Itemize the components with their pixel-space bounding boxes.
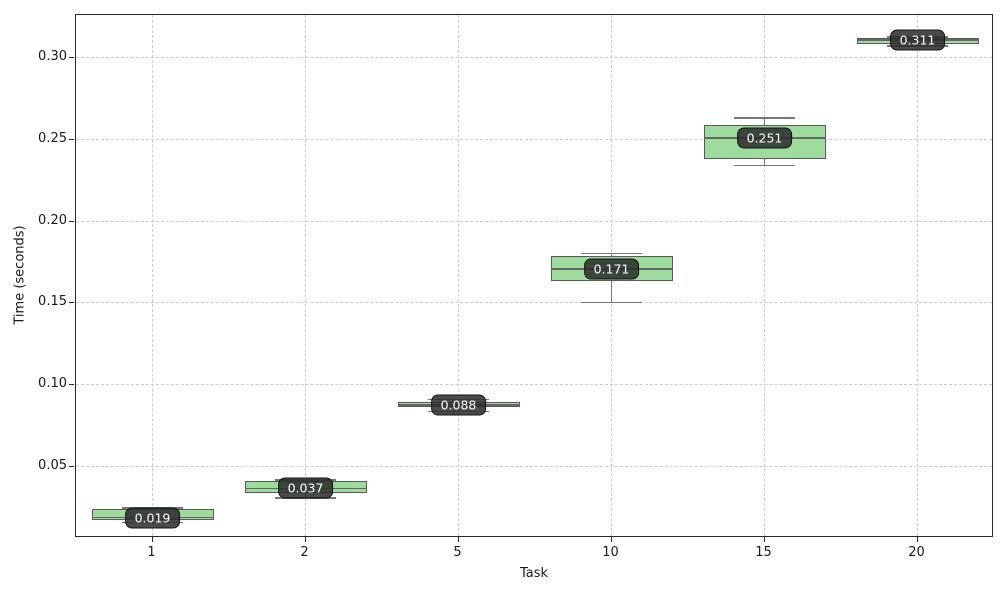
median-label: 0.088	[430, 394, 487, 416]
whisker-cap-bottom	[581, 301, 642, 304]
v-gridline	[916, 15, 918, 536]
h-gridline	[76, 302, 992, 304]
median-label: 0.171	[583, 258, 640, 280]
x-tick-mark	[916, 537, 918, 542]
x-tick-label: 10	[602, 545, 619, 560]
whisker-cap-top	[734, 117, 795, 119]
v-gridline	[304, 15, 306, 536]
x-tick-mark	[457, 537, 459, 542]
h-gridline	[76, 138, 992, 140]
y-tick-mark	[69, 138, 74, 140]
h-gridline	[76, 57, 992, 59]
median-label: 0.019	[124, 507, 181, 529]
y-tick-mark	[69, 466, 74, 467]
x-axis-label: Task	[519, 566, 549, 581]
x-tick-label: 20	[908, 545, 925, 560]
y-tick-label: 0.10	[38, 376, 67, 392]
v-gridline	[151, 15, 153, 536]
x-tick-mark	[763, 537, 765, 542]
v-gridline	[763, 15, 765, 536]
y-tick-label: 0.25	[38, 130, 67, 146]
h-gridline	[76, 384, 992, 386]
y-tick-label: 0.15	[38, 294, 67, 310]
plot-area: 0.019 0.037 0.088 0.171 0.251 0.311	[75, 14, 993, 537]
x-tick-label: 2	[300, 545, 309, 560]
h-gridline	[76, 220, 992, 222]
y-tick-mark	[69, 57, 74, 59]
whisker-cap-top	[581, 252, 642, 255]
x-tick-label: 5	[453, 545, 462, 560]
v-gridline	[457, 15, 459, 536]
y-tick-mark	[69, 220, 74, 222]
x-tick-mark	[151, 537, 153, 542]
y-tick-label: 0.20	[38, 212, 67, 228]
y-tick-mark	[69, 302, 74, 304]
y-axis-label: Time (seconds)	[12, 225, 28, 325]
y-tick-label: 0.30	[38, 49, 67, 65]
median-label: 0.037	[277, 477, 334, 499]
y-tick-label: 0.05	[38, 458, 67, 473]
x-tick-mark	[610, 537, 612, 542]
x-tick-label: 1	[147, 545, 156, 560]
whisker-cap-bottom	[734, 164, 795, 167]
h-gridline	[76, 466, 992, 467]
median-label: 0.311	[889, 29, 946, 51]
y-tick-mark	[69, 384, 74, 386]
x-tick-mark	[304, 537, 306, 542]
median-label: 0.251	[736, 127, 793, 149]
x-tick-label: 15	[755, 545, 772, 560]
